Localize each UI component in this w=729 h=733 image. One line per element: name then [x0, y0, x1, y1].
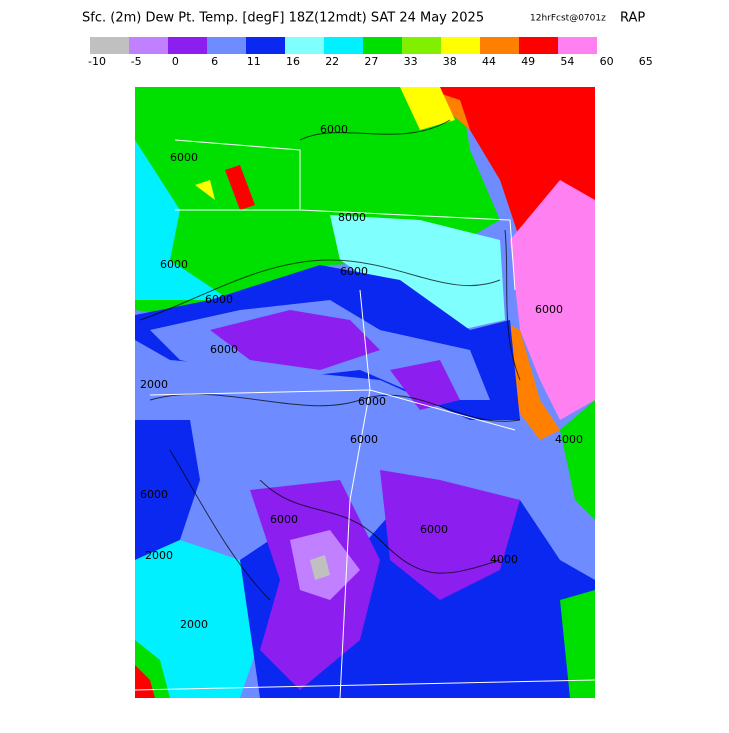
field — [225, 165, 255, 210]
color-swatch — [402, 37, 441, 54]
title: Sfc. (2m) Dew Pt. Temp. [degF] 18Z(12mdt… — [82, 11, 484, 26]
legend-tick-label: -5 — [131, 55, 142, 68]
color-swatch — [441, 37, 480, 54]
contour-label: 4000 — [555, 433, 583, 446]
legend-tick-label: 16 — [286, 55, 300, 68]
color-swatch — [129, 37, 168, 54]
legend-tick-label: 33 — [404, 55, 418, 68]
color-swatch — [285, 37, 324, 54]
color-swatch — [246, 37, 285, 54]
legend-tick-label: 0 — [172, 55, 179, 68]
field — [390, 360, 460, 410]
legend-tick-label: 54 — [560, 55, 574, 68]
field — [560, 400, 595, 520]
legend-tick-label: 49 — [521, 55, 535, 68]
contour-label: 6000 — [535, 303, 563, 316]
field — [560, 590, 595, 698]
contour-label: 2000 — [145, 549, 173, 562]
contour-label: 6000 — [140, 488, 168, 501]
contour-label: 6000 — [205, 293, 233, 306]
legend-tick-label: 22 — [325, 55, 339, 68]
contour-label: 2000 — [140, 378, 168, 391]
color-swatch — [168, 37, 207, 54]
color-swatch — [90, 37, 129, 54]
field — [210, 310, 380, 370]
model-label: RAP — [620, 11, 645, 26]
contour-label: 6000 — [160, 258, 188, 271]
contour-label: 6000 — [350, 433, 378, 446]
contour-label: 6000 — [270, 513, 298, 526]
color-swatch — [363, 37, 402, 54]
field — [135, 87, 500, 320]
color-swatch — [480, 37, 519, 54]
contour-label: 6000 — [320, 123, 348, 136]
contour-labels: 6000 6000 6000 6000 8000 6000 6000 6000 2000 6000… — [140, 123, 583, 631]
forecast-label: 12hrFcst@0701z — [530, 14, 606, 24]
field — [500, 320, 560, 440]
color-swatch — [324, 37, 363, 54]
contour-label: 4000 — [490, 553, 518, 566]
state-borders — [134, 139, 596, 699]
legend-tick-label: 60 — [600, 55, 614, 68]
contour-label: 8000 — [338, 211, 366, 224]
contour-label: 6000 — [358, 395, 386, 408]
color-swatch — [519, 37, 558, 54]
contour-label: 6000 — [210, 343, 238, 356]
contour-label: 6000 — [340, 265, 368, 278]
field — [310, 555, 330, 580]
color-swatch — [207, 37, 246, 54]
legend-tick-label: 65 — [639, 55, 653, 68]
legend-tick-label: 11 — [247, 55, 261, 68]
legend-tick-label: 27 — [364, 55, 378, 68]
field — [510, 180, 595, 420]
field — [135, 540, 260, 698]
contour-label: 6000 — [170, 151, 198, 164]
map-area — [134, 87, 596, 699]
field — [135, 140, 230, 300]
legend-tick-label: 6 — [211, 55, 218, 68]
legend-tick-label: -10 — [88, 55, 106, 68]
colorbar: -10 -5 0 6 11 16 22 27 33 38 44 49 54 60 65 — [88, 37, 653, 68]
legend-tick-label: 44 — [482, 55, 496, 68]
field — [330, 215, 505, 330]
field — [195, 180, 215, 200]
legend-tick-label: 38 — [443, 55, 457, 68]
contour-label: 6000 — [420, 523, 448, 536]
field — [135, 420, 200, 560]
color-swatch — [558, 37, 597, 54]
field — [400, 87, 455, 130]
contour-label: 2000 — [180, 618, 208, 631]
contours — [139, 119, 521, 601]
